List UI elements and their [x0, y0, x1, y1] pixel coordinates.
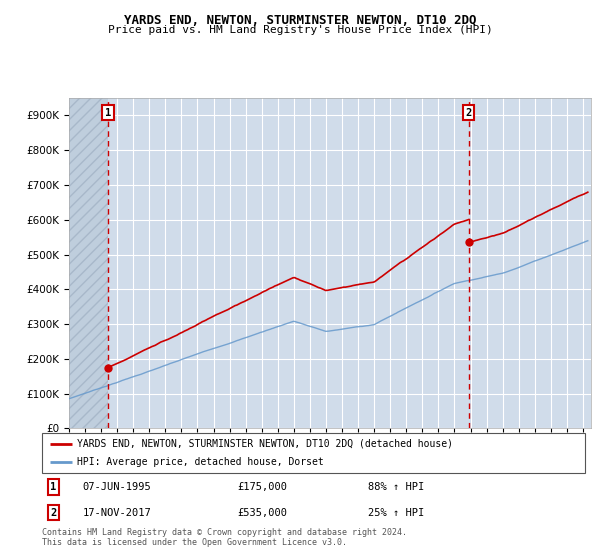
Text: 25% ↑ HPI: 25% ↑ HPI: [368, 508, 424, 517]
Text: 2: 2: [50, 508, 56, 517]
Text: 2: 2: [466, 108, 472, 118]
Text: YARDS END, NEWTON, STURMINSTER NEWTON, DT10 2DQ: YARDS END, NEWTON, STURMINSTER NEWTON, D…: [124, 14, 476, 27]
Text: 17-NOV-2017: 17-NOV-2017: [83, 508, 151, 517]
Text: Contains HM Land Registry data © Crown copyright and database right 2024.
This d: Contains HM Land Registry data © Crown c…: [42, 528, 407, 547]
Bar: [69, 98, 108, 428]
Text: 1: 1: [50, 482, 56, 492]
Text: £535,000: £535,000: [238, 508, 287, 517]
FancyBboxPatch shape: [42, 433, 585, 473]
Text: HPI: Average price, detached house, Dorset: HPI: Average price, detached house, Dors…: [77, 458, 324, 467]
Text: 1: 1: [105, 108, 112, 118]
Text: YARDS END, NEWTON, STURMINSTER NEWTON, DT10 2DQ (detached house): YARDS END, NEWTON, STURMINSTER NEWTON, D…: [77, 439, 453, 449]
Text: £175,000: £175,000: [238, 482, 287, 492]
Text: 07-JUN-1995: 07-JUN-1995: [83, 482, 151, 492]
Text: 88% ↑ HPI: 88% ↑ HPI: [368, 482, 424, 492]
Text: Price paid vs. HM Land Registry's House Price Index (HPI): Price paid vs. HM Land Registry's House …: [107, 25, 493, 35]
